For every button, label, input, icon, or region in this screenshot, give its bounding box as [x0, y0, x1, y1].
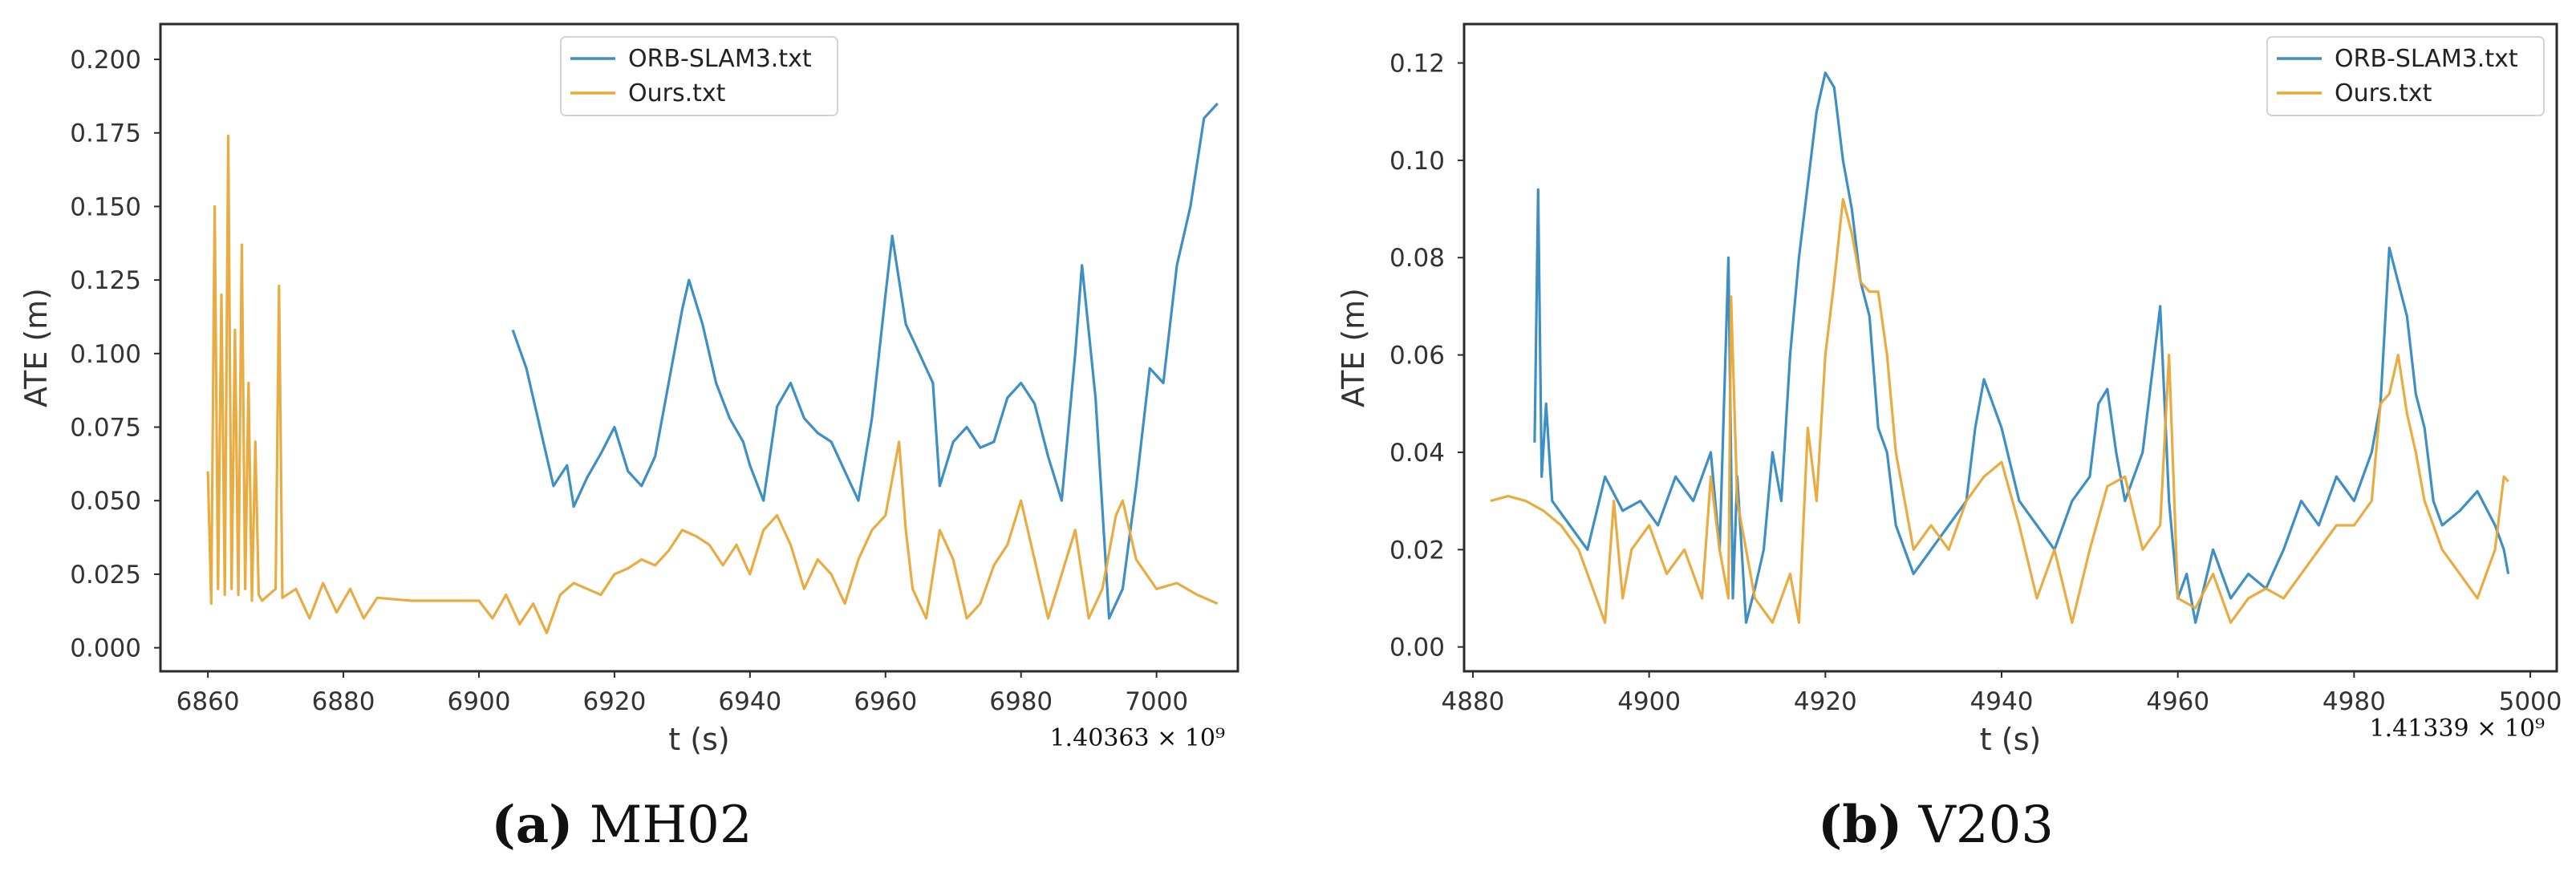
- y-axis-label: ATE (m): [1336, 288, 1371, 407]
- y-tick-label: 0.12: [1389, 50, 1445, 79]
- x-tick-label: 4940: [1970, 687, 2034, 716]
- chart-panel-mh02: 6860 6880 6900 6920 6940 6960 6980 7000 0.000 0.0…: [18, 22, 1239, 855]
- panel-caption-letter: (b): [1818, 795, 1902, 855]
- x-tick-label: 4900: [1617, 687, 1681, 716]
- x-tick-label: 6880: [312, 687, 375, 716]
- legend-label: ORB-SLAM3.txt: [628, 45, 812, 73]
- y-tick-label: 0.06: [1389, 342, 1445, 371]
- y-tick-label: 0.100: [70, 340, 141, 369]
- y-tick-label: 0.04: [1389, 439, 1445, 468]
- x-tick-label: 6920: [582, 687, 646, 716]
- legend-box: [560, 36, 838, 116]
- y-tick-label: 0.02: [1389, 536, 1445, 565]
- plot-frame: [1462, 22, 2558, 673]
- x-tick-label: 6860: [176, 687, 240, 716]
- legend-label: Ours.txt: [628, 79, 726, 107]
- panel-caption: (a) MH02: [491, 795, 752, 855]
- legend-box: [2266, 36, 2545, 116]
- legend-label: Ours.txt: [2335, 79, 2432, 107]
- y-tick-label: 0.175: [70, 120, 141, 148]
- y-tick-label: 0.025: [70, 561, 141, 589]
- series-line-1: [206, 134, 1219, 634]
- x-offset-label: 1.41339 × 10⁹: [2370, 715, 2545, 743]
- panel-caption: (b) V203: [1818, 795, 2054, 855]
- x-tick-label: 6940: [718, 687, 781, 716]
- x-axis-label: t (s): [668, 722, 729, 757]
- y-tick-label: 0.050: [70, 487, 141, 516]
- panel-caption-name: MH02: [590, 796, 753, 855]
- x-tick-label: 4880: [1442, 687, 1505, 716]
- y-tick-label: 0.200: [70, 46, 141, 75]
- y-tick-label: 0.08: [1389, 244, 1445, 273]
- y-axis-label: ATE (m): [18, 288, 54, 407]
- y-tick-label: 0.075: [70, 414, 141, 443]
- x-tick-label: 4980: [2322, 687, 2386, 716]
- y-tick-label: 0.10: [1389, 147, 1445, 176]
- panel-caption-name: V203: [1918, 796, 2054, 855]
- x-tick-label: 6960: [854, 687, 917, 716]
- y-tick-label: 0.150: [70, 192, 141, 221]
- plot-frame: [159, 22, 1239, 673]
- y-tick-label: 0.00: [1389, 634, 1445, 662]
- panel-caption-letter: (a): [491, 795, 573, 855]
- legend: ORB-SLAM3.txt Ours.txt: [2266, 36, 2545, 116]
- y-tick-label: 0.125: [70, 266, 141, 295]
- x-tick-label: 4960: [2146, 687, 2209, 716]
- series-line-1: [1490, 197, 2509, 624]
- x-tick-label: 6900: [448, 687, 511, 716]
- x-axis-label: t (s): [1980, 722, 2041, 757]
- x-tick-label: 7000: [1125, 687, 1188, 716]
- y-tick-label: 0.000: [70, 634, 141, 663]
- series-line-0: [511, 102, 1219, 620]
- x-tick-label: 4920: [1794, 687, 1857, 716]
- series-line-0: [1533, 71, 2510, 624]
- legend: ORB-SLAM3.txt Ours.txt: [560, 36, 838, 116]
- x-tick-label: 5000: [2499, 687, 2562, 716]
- legend-label: ORB-SLAM3.txt: [2335, 45, 2518, 73]
- x-offset-label: 1.40363 × 10⁹: [1050, 724, 1225, 752]
- chart-panel-v203: 4880 4900 4920 4940 4960 4980 5000 0.00 0.02 0.04…: [1336, 22, 2562, 855]
- x-tick-label: 6980: [989, 687, 1053, 716]
